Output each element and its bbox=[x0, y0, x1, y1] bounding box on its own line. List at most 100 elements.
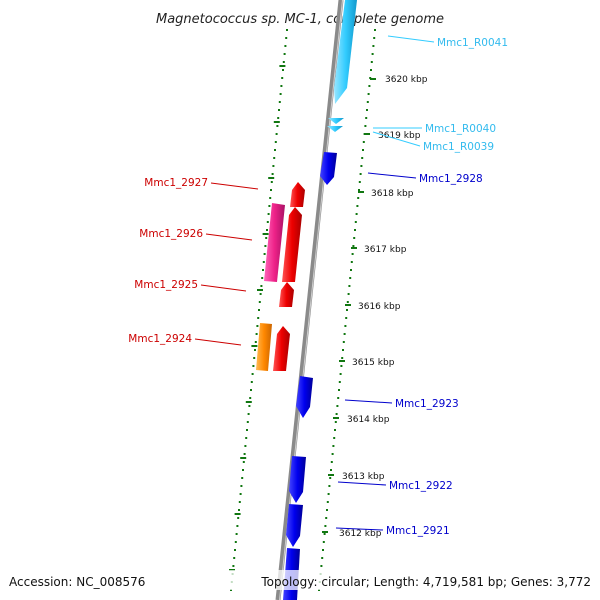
gene-label-Mmc1_2921[interactable]: Mmc1_2921 bbox=[386, 525, 450, 537]
guide-dot bbox=[236, 525, 239, 527]
gene-Mmc1_R0040[interactable] bbox=[328, 118, 344, 124]
guide-dot bbox=[333, 437, 336, 439]
guide-dot bbox=[246, 429, 248, 431]
gene-pink-feature[interactable] bbox=[264, 203, 285, 282]
guide-dot bbox=[274, 141, 277, 143]
gene-label-Mmc1_2926[interactable]: Mmc1_2926 bbox=[139, 228, 203, 240]
guide-dot bbox=[262, 261, 265, 263]
guide-dot bbox=[350, 269, 352, 271]
label-leader bbox=[367, 172, 417, 179]
guide-dot bbox=[340, 365, 343, 367]
guide-dot bbox=[362, 149, 364, 151]
guide-dot bbox=[264, 245, 267, 247]
guide-dot bbox=[360, 165, 363, 167]
gene-label-Mmc1_R0041[interactable]: Mmc1_R0041 bbox=[437, 37, 508, 49]
guide-dot bbox=[330, 469, 332, 471]
guide-dot bbox=[242, 461, 245, 463]
guide-dot bbox=[239, 493, 242, 495]
guide-dot bbox=[270, 181, 273, 183]
guide-dot bbox=[325, 517, 328, 519]
guide-dot bbox=[278, 109, 280, 111]
guide-dash bbox=[251, 345, 258, 347]
guide-dot bbox=[279, 93, 282, 95]
gene-Mmc1_R0039[interactable] bbox=[327, 126, 343, 132]
guide-dash bbox=[245, 401, 252, 403]
guide-dash bbox=[268, 177, 275, 179]
guide-dot bbox=[373, 37, 376, 39]
gene-label-Mmc1_2927[interactable]: Mmc1_2927 bbox=[144, 177, 208, 189]
gene-Mmc1_2925[interactable] bbox=[279, 282, 294, 307]
gene-Mmc1_2928[interactable] bbox=[320, 152, 337, 185]
guide-dot bbox=[322, 541, 325, 543]
guide-dot bbox=[321, 557, 324, 559]
guide-dot bbox=[342, 349, 344, 351]
guide-dot bbox=[341, 357, 344, 359]
label-leader bbox=[387, 35, 435, 43]
gene-Mmc1_2927[interactable] bbox=[290, 182, 305, 207]
gene-Mmc1_2922[interactable] bbox=[289, 456, 306, 503]
guide-dot bbox=[320, 565, 323, 567]
tick-label: 3615 kbp bbox=[352, 358, 395, 368]
guide-dot bbox=[353, 237, 356, 239]
guide-dot bbox=[265, 237, 268, 239]
gene-label-Mmc1_2925[interactable]: Mmc1_2925 bbox=[134, 279, 198, 291]
guide-dash bbox=[262, 233, 269, 235]
guide-dot bbox=[263, 253, 266, 255]
guide-dot bbox=[371, 53, 374, 55]
guide-dot bbox=[243, 453, 246, 455]
guide-dot bbox=[343, 333, 346, 335]
guide-dot bbox=[364, 125, 367, 127]
guide-dot bbox=[242, 469, 244, 471]
guide-dot bbox=[351, 253, 354, 255]
gene-Mmc1_R0041[interactable] bbox=[334, 0, 357, 104]
gene-label-Mmc1_R0039[interactable]: Mmc1_R0039 bbox=[423, 141, 494, 153]
tick-label: 3616 kbp bbox=[358, 302, 401, 312]
guide-dot bbox=[252, 365, 255, 367]
guide-dot bbox=[238, 501, 241, 503]
guide-dot bbox=[370, 61, 373, 63]
gene-label-Mmc1_2922[interactable]: Mmc1_2922 bbox=[389, 480, 453, 492]
guide-dot bbox=[357, 197, 360, 199]
guide-dot bbox=[350, 261, 353, 263]
backbone-highlight bbox=[279, 0, 343, 600]
guide-dot bbox=[282, 69, 284, 71]
gene-Mmc1_2926[interactable] bbox=[282, 207, 302, 282]
gene-label-Mmc1_2923[interactable]: Mmc1_2923 bbox=[395, 398, 459, 410]
guide-dot bbox=[348, 285, 351, 287]
guide-dot bbox=[354, 221, 357, 223]
guide-dot bbox=[329, 477, 332, 479]
guide-dot bbox=[354, 229, 356, 231]
gene-Mmc1_2923[interactable] bbox=[296, 376, 313, 418]
tick-label: 3618 kbp bbox=[371, 189, 414, 199]
gene-label-Mmc1_2928[interactable]: Mmc1_2928 bbox=[419, 173, 483, 185]
label-leader bbox=[344, 399, 393, 404]
gene-Mmc1_2924[interactable] bbox=[273, 326, 290, 371]
gene-label-Mmc1_R0040[interactable]: Mmc1_R0040 bbox=[425, 123, 496, 135]
guide-dot bbox=[234, 541, 237, 543]
guide-dot bbox=[249, 397, 252, 399]
guide-dot bbox=[237, 517, 240, 519]
tick-label: 3612 kbp bbox=[339, 529, 382, 539]
guide-dot bbox=[255, 333, 258, 335]
guide-dot bbox=[361, 157, 364, 159]
guide-dot bbox=[247, 413, 250, 415]
guide-dot bbox=[331, 453, 334, 455]
guide-dot bbox=[328, 485, 331, 487]
guide-dash bbox=[273, 121, 280, 123]
scale-ticks: 3620 kbp 3619 kbp 3618 kbp 3617 kbp 3616… bbox=[322, 75, 428, 539]
accession-text: Accession: NC_008576 bbox=[9, 575, 145, 589]
guide-dot bbox=[352, 245, 355, 247]
guide-dot bbox=[285, 37, 288, 39]
guide-dot bbox=[258, 309, 260, 311]
gene-label-Mmc1_2924[interactable]: Mmc1_2924 bbox=[128, 333, 192, 345]
guide-dot bbox=[272, 165, 275, 167]
tick-label: 3619 kbp bbox=[378, 131, 421, 141]
gene-Mmc1_2921[interactable] bbox=[286, 504, 303, 547]
label-leader bbox=[335, 527, 384, 531]
guide-dot bbox=[271, 173, 274, 175]
guide-dot bbox=[268, 205, 271, 207]
gene-orange-feature[interactable] bbox=[256, 323, 272, 371]
guide-dot bbox=[349, 277, 352, 279]
guide-dot bbox=[366, 101, 369, 103]
guide-dot bbox=[322, 549, 324, 551]
